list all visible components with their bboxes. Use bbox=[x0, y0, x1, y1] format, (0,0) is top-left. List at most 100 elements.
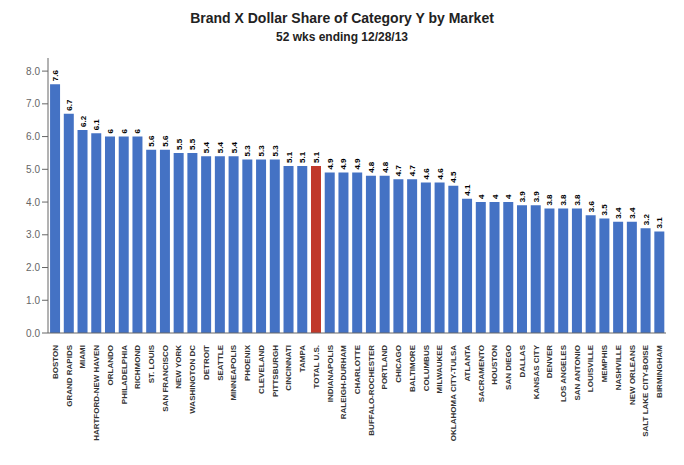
svg-text:MINNEAPOLIS: MINNEAPOLIS bbox=[229, 344, 238, 400]
svg-text:3.4: 3.4 bbox=[628, 207, 637, 219]
svg-text:2.0: 2.0 bbox=[26, 262, 40, 273]
svg-text:CLEVELAND: CLEVELAND bbox=[257, 345, 266, 394]
svg-text:LOUISVILLE: LOUISVILLE bbox=[586, 344, 595, 392]
svg-text:HOUSTON: HOUSTON bbox=[490, 345, 499, 385]
svg-text:INDIANAPOLIS: INDIANAPOLIS bbox=[326, 344, 335, 402]
svg-text:4.0: 4.0 bbox=[26, 197, 40, 208]
svg-text:ATLANTA: ATLANTA bbox=[463, 345, 472, 382]
svg-text:6: 6 bbox=[106, 129, 115, 134]
svg-text:HARTFORD-NEW HAVEN: HARTFORD-NEW HAVEN bbox=[92, 345, 101, 441]
svg-text:5.6: 5.6 bbox=[161, 135, 170, 147]
svg-text:0.0: 0.0 bbox=[26, 328, 40, 339]
svg-text:KANSAS CITY: KANSAS CITY bbox=[532, 344, 541, 399]
svg-text:SAN ANTONIO: SAN ANTONIO bbox=[573, 345, 582, 401]
svg-text:5.4: 5.4 bbox=[216, 142, 225, 154]
svg-text:TOTAL U.S.: TOTAL U.S. bbox=[312, 345, 321, 389]
svg-text:BALTIMORE: BALTIMORE bbox=[408, 344, 417, 392]
svg-text:4.9: 4.9 bbox=[339, 158, 348, 170]
svg-text:5.3: 5.3 bbox=[271, 145, 280, 157]
svg-text:4.9: 4.9 bbox=[326, 158, 335, 170]
svg-text:4: 4 bbox=[491, 194, 500, 199]
svg-text:RALEIGH-DURHAM: RALEIGH-DURHAM bbox=[339, 345, 348, 420]
svg-text:SALT LAKE CITY-BOISE: SALT LAKE CITY-BOISE bbox=[641, 344, 650, 437]
svg-text:NASHVILLE: NASHVILLE bbox=[614, 344, 623, 390]
svg-text:PITTSBURGH: PITTSBURGH bbox=[271, 345, 280, 397]
svg-text:DETROIT: DETROIT bbox=[202, 345, 211, 380]
svg-text:ORLANDO: ORLANDO bbox=[106, 345, 115, 385]
svg-text:OKLAHOMA CITY-TULSA: OKLAHOMA CITY-TULSA bbox=[449, 345, 458, 441]
svg-text:BIRMINGHAM: BIRMINGHAM bbox=[655, 345, 664, 398]
svg-text:3.2: 3.2 bbox=[642, 214, 651, 226]
svg-text:5.1: 5.1 bbox=[298, 151, 307, 163]
svg-text:4.6: 4.6 bbox=[422, 168, 431, 180]
svg-text:TAMPA: TAMPA bbox=[298, 345, 307, 372]
svg-text:RICHMOND: RICHMOND bbox=[133, 345, 142, 389]
svg-text:COLUMBUS: COLUMBUS bbox=[422, 344, 431, 391]
svg-text:NEW YORK: NEW YORK bbox=[174, 345, 183, 389]
svg-text:7.6: 7.6 bbox=[51, 70, 60, 82]
svg-text:4.9: 4.9 bbox=[353, 158, 362, 170]
svg-text:4.8: 4.8 bbox=[381, 161, 390, 173]
svg-text:5.4: 5.4 bbox=[230, 142, 239, 154]
svg-text:MEMPHIS: MEMPHIS bbox=[600, 344, 609, 382]
svg-text:8.0: 8.0 bbox=[26, 66, 40, 77]
svg-text:SAN FRANCISCO: SAN FRANCISCO bbox=[161, 345, 170, 412]
svg-text:SAN DIEGO: SAN DIEGO bbox=[504, 345, 513, 390]
svg-text:DENVER: DENVER bbox=[545, 345, 554, 379]
svg-text:4.1: 4.1 bbox=[463, 184, 472, 196]
svg-text:SEATTLE: SEATTLE bbox=[216, 344, 225, 381]
svg-text:CINCINNATI: CINCINNATI bbox=[284, 345, 293, 391]
svg-text:DALLAS: DALLAS bbox=[518, 344, 527, 377]
svg-text:5.5: 5.5 bbox=[188, 138, 197, 150]
svg-text:4.7: 4.7 bbox=[394, 164, 403, 176]
svg-text:3.6: 3.6 bbox=[587, 200, 596, 212]
svg-text:3.9: 3.9 bbox=[532, 191, 541, 203]
svg-text:6.7: 6.7 bbox=[65, 99, 74, 111]
svg-text:PHILADELPHIA: PHILADELPHIA bbox=[120, 345, 129, 404]
svg-text:3.8: 3.8 bbox=[545, 194, 554, 206]
svg-text:WASHINGTON DC: WASHINGTON DC bbox=[188, 345, 197, 414]
svg-text:3.9: 3.9 bbox=[518, 191, 527, 203]
svg-text:5.0: 5.0 bbox=[26, 164, 40, 175]
svg-text:CHICAGO: CHICAGO bbox=[394, 345, 403, 383]
svg-text:3.0: 3.0 bbox=[26, 229, 40, 240]
svg-text:BUFFALO-ROCHESTER: BUFFALO-ROCHESTER bbox=[367, 345, 376, 436]
svg-text:MILWAUKEE: MILWAUKEE bbox=[435, 344, 444, 393]
svg-text:SACRAMENTO: SACRAMENTO bbox=[477, 345, 486, 402]
svg-text:LOS ANGELES: LOS ANGELES bbox=[559, 344, 568, 402]
svg-text:1.0: 1.0 bbox=[26, 295, 40, 306]
svg-text:5.6: 5.6 bbox=[147, 135, 156, 147]
svg-text:PHOENIX: PHOENIX bbox=[243, 344, 252, 381]
svg-text:4.5: 4.5 bbox=[449, 171, 458, 183]
svg-text:4.7: 4.7 bbox=[408, 164, 417, 176]
svg-text:4: 4 bbox=[504, 194, 513, 199]
svg-text:6: 6 bbox=[133, 129, 142, 134]
svg-text:4.6: 4.6 bbox=[436, 168, 445, 180]
html-text:Brand X Dollar Share of Catego: Brand X Dollar Share of Category Y by Ma… bbox=[190, 10, 494, 26]
svg-text:7.0: 7.0 bbox=[26, 98, 40, 109]
svg-text:3.8: 3.8 bbox=[573, 194, 582, 206]
svg-text:5.3: 5.3 bbox=[257, 145, 266, 157]
svg-text:3.5: 3.5 bbox=[600, 204, 609, 216]
svg-text:5.3: 5.3 bbox=[243, 145, 252, 157]
svg-text:3.4: 3.4 bbox=[614, 207, 623, 219]
svg-text:6.1: 6.1 bbox=[92, 119, 101, 131]
svg-text:3.1: 3.1 bbox=[655, 217, 664, 229]
svg-text:3.8: 3.8 bbox=[559, 194, 568, 206]
svg-text:4: 4 bbox=[477, 194, 486, 199]
svg-text:ST. LOUIS: ST. LOUIS bbox=[147, 344, 156, 383]
svg-text:5.5: 5.5 bbox=[175, 138, 184, 150]
svg-text:4.8: 4.8 bbox=[367, 161, 376, 173]
svg-text:GRAND RAPIDS: GRAND RAPIDS bbox=[65, 344, 74, 406]
svg-text:5.1: 5.1 bbox=[285, 151, 294, 163]
svg-text:MIAMI: MIAMI bbox=[78, 345, 87, 369]
svg-text:5.1: 5.1 bbox=[312, 151, 321, 163]
svg-text:PORTLAND: PORTLAND bbox=[380, 345, 389, 390]
svg-text:6.2: 6.2 bbox=[79, 115, 88, 127]
svg-text:CHARLOTTE: CHARLOTTE bbox=[353, 344, 362, 394]
svg-text:NEW ORLEANS: NEW ORLEANS bbox=[628, 344, 637, 405]
svg-text:BOSTON: BOSTON bbox=[51, 345, 60, 379]
svg-text:6: 6 bbox=[120, 129, 129, 134]
svg-text:5.4: 5.4 bbox=[202, 142, 211, 154]
svg-text:6.0: 6.0 bbox=[26, 131, 40, 142]
